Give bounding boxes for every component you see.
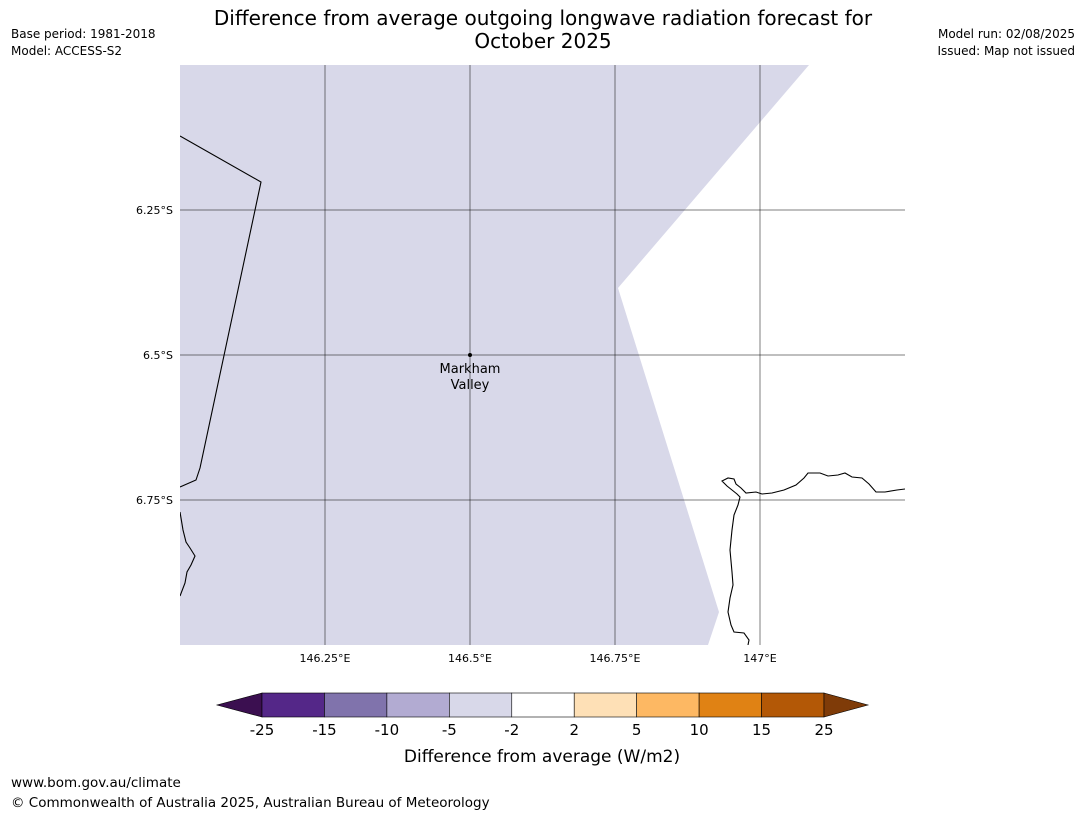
header-left-info: Base period: 1981-2018 Model: ACCESS-S2: [11, 26, 156, 60]
graticule: [180, 65, 905, 645]
colorbar-over-arrow: [823, 692, 870, 718]
colorbar-tick-label: -15: [312, 721, 337, 739]
colorbar: -25 -15 -10 -5 -2 2 5 10 15 25: [215, 692, 870, 739]
title-line-2: October 2025: [474, 29, 612, 53]
colorbar-tick-label: -2: [504, 721, 519, 739]
colorbar-tick-label: -25: [250, 721, 275, 739]
issued-text: Issued: Map not issued: [937, 44, 1075, 58]
location-label-line1: Markham: [440, 362, 501, 377]
footer-copyright: © Commonwealth of Australia 2025, Austra…: [11, 795, 490, 811]
lat-tick-label: 6.75°S: [136, 494, 173, 507]
title-line-1: Difference from average outgoing longwav…: [213, 6, 873, 30]
header-right-info: Model run: 02/08/2025 Issued: Map not is…: [937, 26, 1075, 60]
longitude-tick-labels: 146.25°E 146.5°E 146.75°E 147°E: [300, 652, 777, 665]
colorbar-swatch: [324, 692, 388, 718]
location-label-line2: Valley: [451, 378, 490, 393]
colorbar-under-arrow: [215, 692, 263, 718]
colorbar-label: Difference from average (W/m2): [404, 747, 680, 767]
lon-tick-label: 147°E: [743, 652, 776, 665]
latitude-tick-labels: 6.25°S 6.5°S 6.75°S: [136, 204, 173, 507]
lon-tick-label: 146.5°E: [448, 652, 492, 665]
location-markham-valley: [468, 353, 472, 357]
colorbar-swatch: [761, 692, 825, 718]
colorbar-tick-label: 2: [569, 721, 579, 739]
colorbar-tick-label: 15: [752, 721, 771, 739]
colorbar-swatch: [511, 692, 575, 718]
lon-tick-label: 146.25°E: [300, 652, 351, 665]
lat-tick-label: 6.5°S: [143, 349, 173, 362]
colorbar-tick-label: 5: [632, 721, 642, 739]
lon-tick-label: 146.75°E: [590, 652, 641, 665]
coastline-west: [180, 135, 262, 488]
base-period-text: Base period: 1981-2018: [11, 27, 156, 41]
colorbar-swatch: [261, 692, 325, 718]
coastline-east: [721, 472, 905, 645]
model-run-text: Model run: 02/08/2025: [937, 27, 1075, 41]
colorbar-swatch: [636, 692, 700, 718]
colorbar-swatch: [573, 692, 637, 718]
coastline-west-lower: [180, 511, 196, 597]
footer-url[interactable]: www.bom.gov.au/climate: [11, 775, 181, 791]
colorbar-tick-label: -10: [375, 721, 400, 739]
map-title: Difference from average outgoing longwav…: [180, 7, 906, 53]
map-panel: [180, 65, 905, 645]
model-text: Model: ACCESS-S2: [11, 44, 123, 58]
colorbar-swatch: [698, 692, 762, 718]
colorbar-swatch: [386, 692, 450, 718]
lat-tick-label: 6.25°S: [136, 204, 173, 217]
colorbar-tick-label: 25: [814, 721, 833, 739]
colorbar-tick-label: 10: [690, 721, 709, 739]
colorbar-swatch: [449, 692, 513, 718]
location-marker-dot: [468, 353, 472, 357]
colorbar-tick-label: -5: [442, 721, 457, 739]
